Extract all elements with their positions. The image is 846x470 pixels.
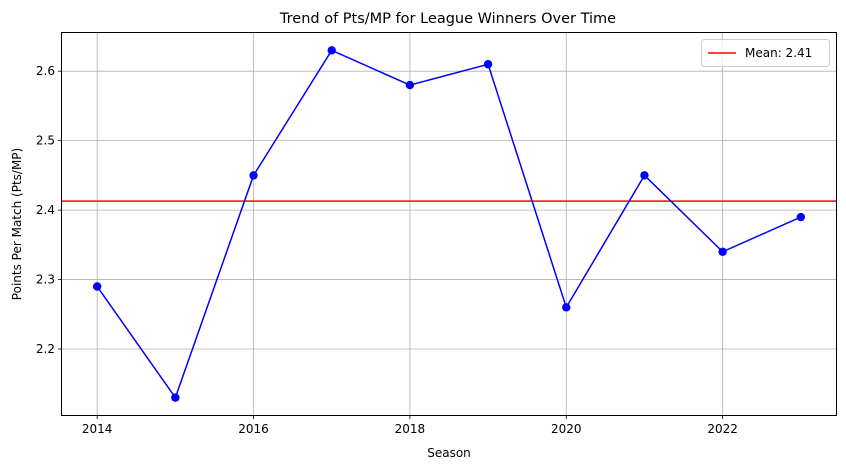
data-point [171, 393, 180, 402]
y-tick-label: 2.6 [36, 64, 55, 78]
data-point [718, 247, 727, 256]
y-tick-label: 2.2 [36, 342, 55, 356]
series-group [92, 46, 806, 402]
x-tick-label: 2016 [238, 422, 269, 436]
legend-box [701, 39, 830, 67]
x-tick-label: 2020 [551, 422, 582, 436]
x-tick-label: 2014 [82, 422, 113, 436]
x-tick-label: 2022 [707, 422, 738, 436]
legend-label: Mean: 2.41 [745, 46, 812, 60]
y-tick-label: 2.5 [36, 134, 55, 148]
y-axis-label: Points Per Match (Pts/MP) [10, 148, 24, 300]
data-point [405, 80, 415, 90]
data-point [249, 171, 258, 180]
y-tick-label: 2.4 [36, 203, 55, 217]
y-tick-label: 2.3 [36, 273, 55, 287]
data-point [92, 282, 102, 291]
data-point [640, 171, 649, 180]
chart-title: Trend of Pts/MP for League Winners Over … [279, 11, 616, 27]
data-point [562, 303, 571, 312]
ticks: 2014 2016 2018 2020 2022 2.2 2.3 2.4 2.5 2.6 [36, 64, 738, 436]
series-line [96, 49, 802, 400]
x-axis-label: Season [427, 446, 471, 460]
data-point [327, 46, 336, 55]
legend: Mean: 2.41 [701, 39, 830, 67]
plot-frame [61, 32, 837, 416]
x-tick-label: 2018 [395, 422, 426, 436]
data-point [796, 212, 806, 222]
grid [62, 33, 836, 415]
data-point [483, 60, 493, 69]
